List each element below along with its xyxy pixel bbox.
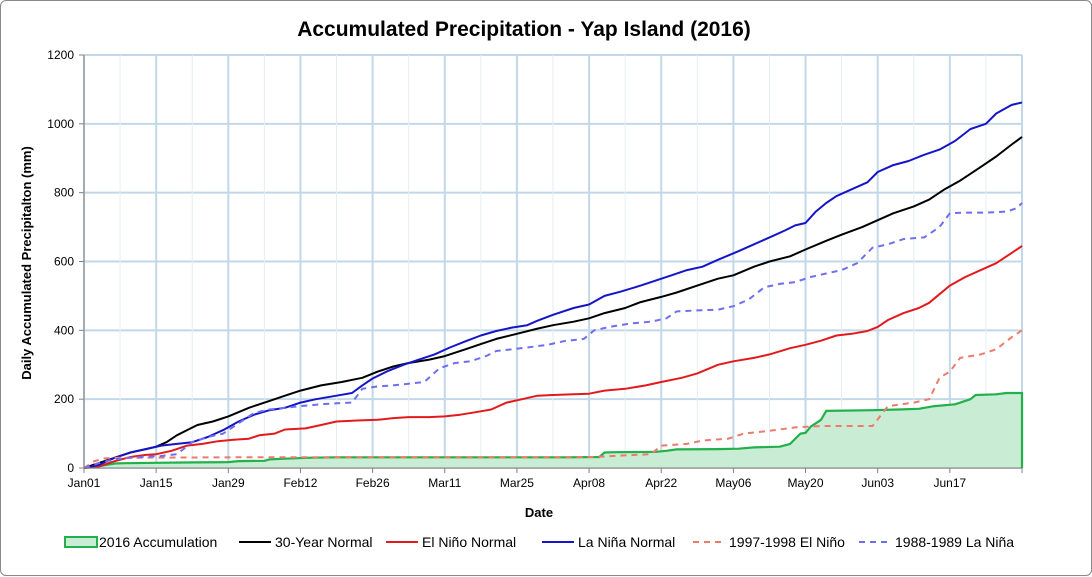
legend-label-30-year-normal: 30-Year Normal [275, 534, 373, 550]
y-tick-label: 1200 [47, 48, 74, 62]
x-tick-label: Jan29 [212, 476, 245, 490]
series-line-la-ni-a-normal [83, 101, 1023, 469]
series-line-1988-1989-la-ni-a [83, 202, 1023, 469]
y-tick-label: 0 [67, 461, 74, 475]
x-tick-label: Mar11 [428, 476, 461, 490]
y-axis-title: Daily Accumulated Precipitalton (mm) [19, 146, 34, 380]
legend-label-la-ni-a-normal: La Niña Normal [578, 534, 675, 550]
legend-label-el-ni-o-normal: El Niño Normal [422, 534, 516, 550]
legend-label-1997-1998-el-ni-o: 1997-1998 El Niño [729, 534, 845, 550]
series-area-2016-accumulation [84, 393, 1022, 468]
y-tick-label: 200 [54, 392, 74, 406]
chart-title: Accumulated Precipitation - Yap Island (… [297, 18, 751, 41]
x-tick-label: Apr22 [645, 476, 677, 490]
x-tick-label: Jun03 [861, 476, 894, 490]
series-line-30-year-normal [83, 136, 1023, 469]
x-tick-label: Jan01 [68, 476, 101, 490]
x-tick-label: May20 [788, 476, 824, 490]
y-tick-label: 600 [54, 255, 74, 269]
x-tick-label: Apr08 [573, 476, 605, 490]
legend-label-1988-1989-la-ni-a: 1988-1989 La Niña [895, 534, 1014, 550]
series-line-2016-accumulation [83, 391, 1024, 470]
legend-label-2016-accumulation: 2016 Accumulation [99, 534, 217, 550]
x-tick-label: Jun17 [933, 476, 966, 490]
chart-legend: 2016 Accumulation 30-Year Normal El Niño N… [64, 534, 1014, 550]
x-tick-label: Mar25 [500, 476, 534, 490]
y-tick-label: 800 [54, 186, 74, 200]
y-tick-label: 400 [54, 323, 74, 337]
x-tick-label: May06 [715, 476, 751, 490]
legend-swatch-2016-accumulation [64, 536, 98, 548]
y-tick-label: 1000 [47, 117, 74, 131]
x-tick-label: Feb12 [283, 476, 317, 490]
x-axis-title: Date [525, 505, 553, 520]
x-tick-label: Feb26 [356, 476, 390, 490]
series-line-el-ni-o-normal [83, 245, 1023, 469]
x-tick-label: Jan15 [140, 476, 173, 490]
